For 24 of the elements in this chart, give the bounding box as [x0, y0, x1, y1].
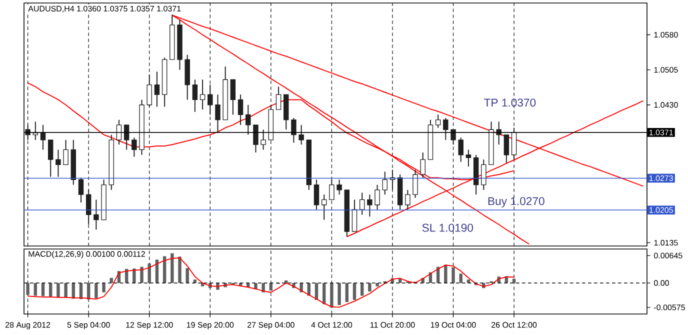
x-tick-label: 4 Oct 12:00 — [311, 322, 352, 328]
x-tick-label: 11 Oct 20:00 — [370, 322, 415, 328]
chart-title: MACD(12,26,9) 0.00100 0.00112 — [28, 250, 145, 258]
y-tick-label: 1.0505 — [654, 66, 678, 73]
y-tick-label: 1.0135 — [654, 240, 678, 246]
y-tick-label: 0.00645 — [654, 252, 682, 258]
ref-line-label: 1.0205 — [649, 207, 673, 213]
x-tick-label: 19 Sep 20:00 — [186, 322, 234, 330]
x-tick-label: 5 Sep 04:00 — [67, 322, 110, 330]
x-tick-label: 26 Oct 12:00 — [492, 322, 537, 328]
y-tick-label: 1.0580 — [654, 32, 678, 38]
annotation: Buy 1.0270 — [488, 197, 544, 208]
chart-title: AUDUSD,H4 1.0360 1.0375 1.0357 1.0371 — [28, 6, 181, 12]
x-tick-label: 19 Oct 04:00 — [430, 322, 476, 328]
y-tick-label: 1.0430 — [654, 102, 678, 108]
ref-line-label: 1.0371 — [649, 130, 673, 136]
x-tick-label: 12 Sep 12:00 — [126, 322, 173, 330]
ref-line-label: 1.0273 — [649, 175, 673, 182]
x-tick-label: 28 Aug 2012 — [6, 322, 50, 330]
y-tick-label: 0.00 — [654, 280, 669, 286]
annotation: TP 1.0370 — [484, 98, 536, 107]
annotation: SL 1.0190 — [422, 224, 474, 232]
y-tick-label: -0.00575 — [654, 304, 685, 310]
x-tick-label: 27 Sep 04:00 — [248, 322, 294, 330]
